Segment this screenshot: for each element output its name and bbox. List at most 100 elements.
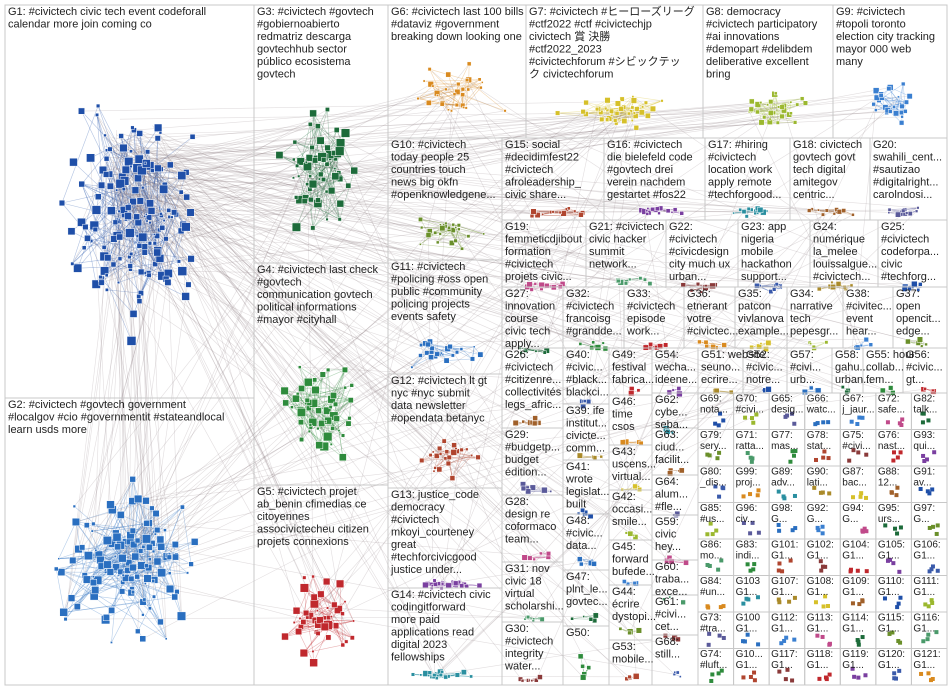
node	[577, 556, 583, 562]
edge	[138, 146, 151, 560]
node	[579, 561, 584, 567]
group-label: uscens...	[612, 459, 656, 471]
node	[935, 568, 940, 573]
node	[613, 118, 618, 123]
edge	[129, 256, 462, 587]
group-label: nyc #nyc submit	[391, 388, 470, 400]
node	[129, 563, 137, 572]
node	[347, 397, 354, 404]
group-label: G1...	[878, 587, 900, 598]
node	[295, 628, 303, 636]
edge	[120, 514, 126, 542]
node	[148, 606, 152, 611]
node	[901, 81, 906, 87]
edge	[137, 458, 446, 577]
group-label: #govtech	[257, 277, 302, 289]
node	[119, 143, 128, 153]
node	[802, 100, 808, 106]
node	[135, 628, 141, 634]
node	[139, 635, 147, 643]
node	[713, 421, 718, 426]
node	[190, 538, 199, 546]
node	[644, 112, 651, 119]
edge	[110, 467, 436, 505]
node	[732, 211, 735, 215]
node	[453, 580, 459, 586]
edge	[448, 456, 479, 464]
node	[631, 95, 635, 99]
node	[166, 208, 172, 213]
node	[791, 453, 796, 458]
group-label: narrative	[790, 301, 833, 313]
edge	[100, 149, 580, 560]
node	[759, 101, 763, 105]
node	[874, 108, 878, 112]
edge	[120, 207, 769, 390]
node	[530, 679, 534, 683]
edge	[123, 169, 339, 610]
group-label: hey...	[655, 541, 681, 553]
group-label: govtech	[257, 69, 296, 81]
node	[469, 674, 473, 679]
node	[115, 178, 126, 189]
edge	[149, 559, 170, 574]
node	[291, 222, 301, 232]
group-label: G119:	[842, 649, 869, 660]
group-label: G79:	[700, 430, 722, 441]
node	[923, 387, 927, 391]
edge	[279, 154, 324, 180]
group-label: #civictech	[505, 362, 553, 374]
edge	[92, 523, 147, 532]
edge	[436, 392, 732, 675]
edge	[291, 385, 352, 408]
node	[605, 117, 610, 122]
group-label: gt...	[906, 374, 924, 386]
group-label: tech	[790, 313, 811, 325]
node	[432, 469, 436, 473]
node	[759, 342, 763, 346]
node	[697, 339, 702, 345]
node	[792, 120, 798, 125]
group-label: govtech govt	[793, 152, 855, 164]
edge	[295, 398, 320, 446]
edge	[75, 289, 919, 523]
group-label: #civictech	[566, 301, 614, 313]
edge	[144, 252, 192, 260]
node	[627, 630, 632, 636]
group-label: G89:	[771, 466, 793, 477]
edge	[434, 451, 448, 469]
node	[825, 604, 830, 609]
node	[680, 599, 686, 605]
node	[900, 115, 904, 119]
group-label: #localgov #cio #governmentit #stateandlo…	[8, 412, 224, 424]
node	[86, 153, 95, 163]
group-label: swahili_cent...	[873, 152, 942, 164]
node	[539, 551, 543, 556]
group-label: notre...	[746, 374, 780, 386]
edge	[463, 87, 482, 108]
node	[154, 526, 161, 534]
node	[295, 163, 300, 168]
group-label: #civictech	[627, 301, 675, 313]
node	[765, 386, 772, 393]
node	[108, 606, 116, 614]
node	[143, 520, 150, 527]
group-label: #civictechforum #シビックテッ	[529, 55, 681, 68]
group-label: legislat...	[566, 486, 609, 498]
edge	[145, 164, 169, 283]
node	[136, 242, 143, 249]
node	[481, 81, 484, 84]
node	[299, 648, 309, 658]
node	[431, 450, 435, 454]
group-label: G1...	[771, 623, 793, 634]
node	[156, 535, 165, 544]
node	[153, 248, 162, 257]
edge	[180, 192, 297, 611]
group-label: more paid	[391, 614, 440, 626]
edge	[149, 113, 618, 223]
group-label: coformaco	[505, 521, 556, 533]
group-label: G...	[807, 514, 823, 525]
node	[465, 78, 470, 82]
node	[628, 277, 632, 282]
edge	[327, 348, 433, 437]
